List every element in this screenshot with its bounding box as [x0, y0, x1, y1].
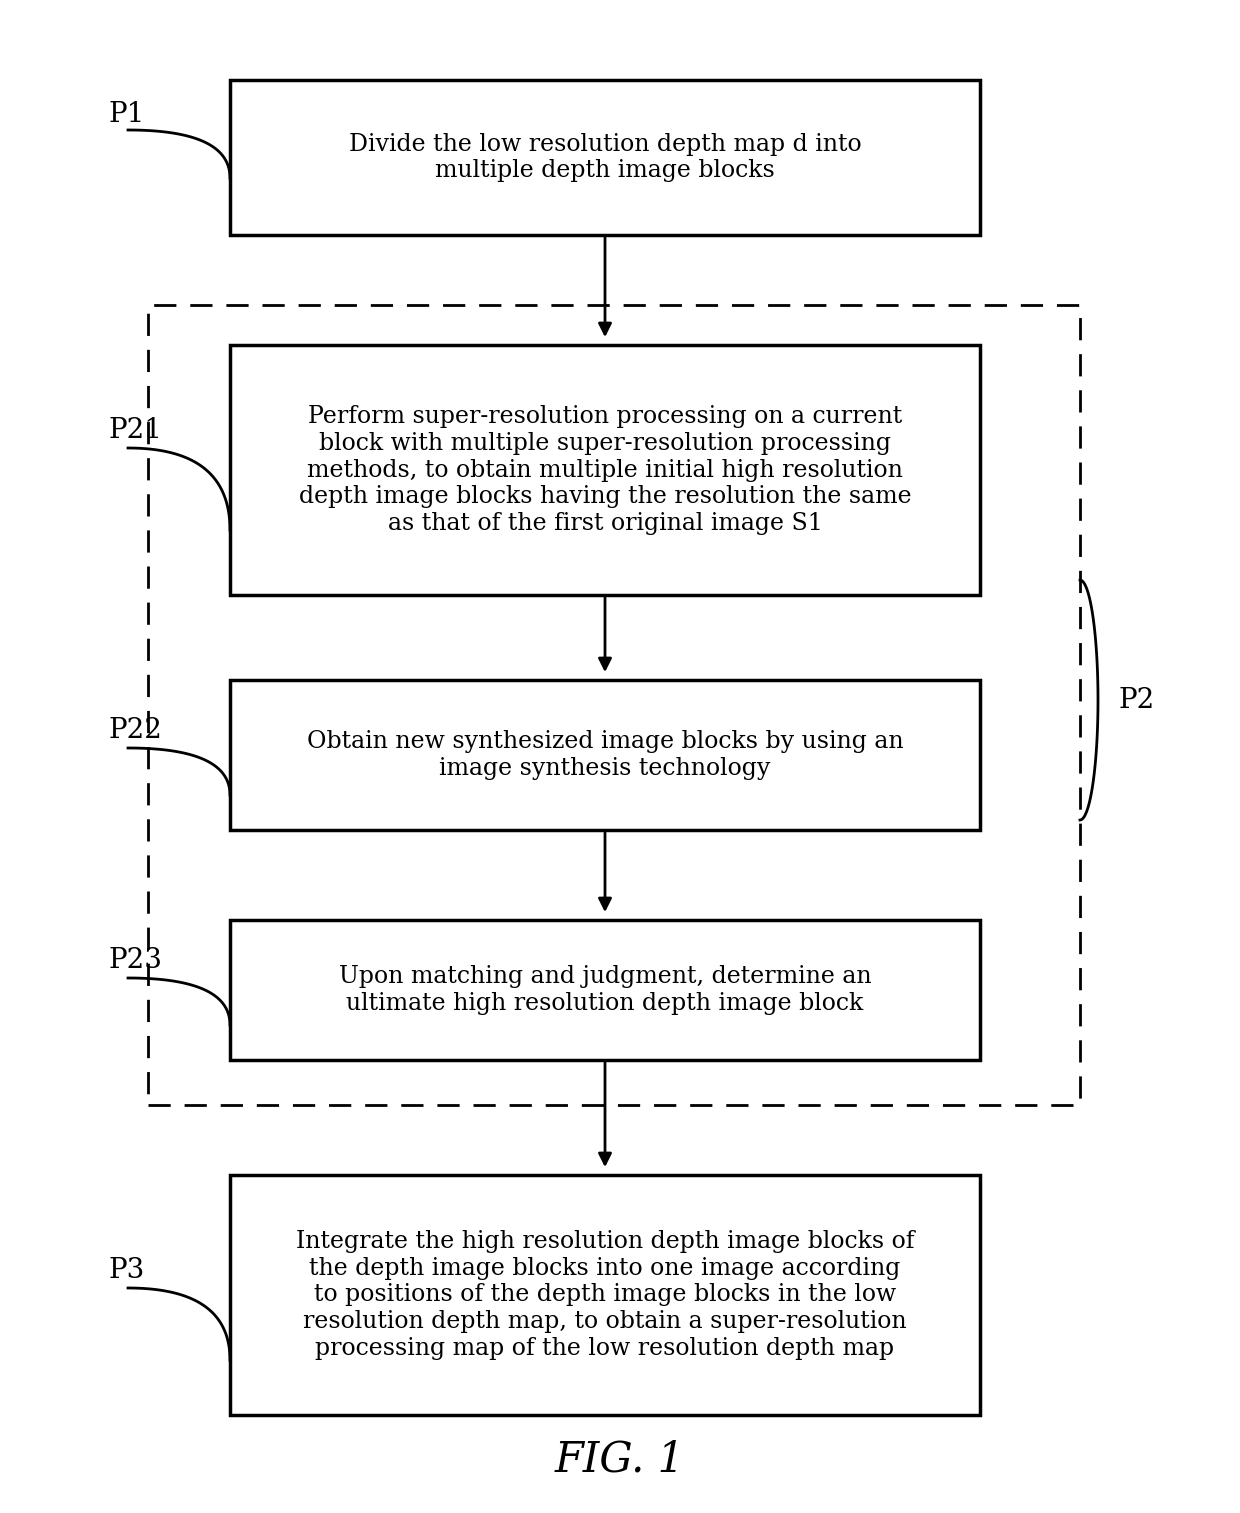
- Text: P1: P1: [108, 101, 144, 129]
- Bar: [148, 306, 1080, 1104]
- Text: P23: P23: [108, 947, 162, 973]
- Text: P22: P22: [108, 717, 162, 743]
- Bar: [229, 80, 980, 235]
- Text: Upon matching and judgment, determine an
ultimate high resolution depth image bl: Upon matching and judgment, determine an…: [339, 965, 872, 1015]
- Bar: [229, 679, 980, 831]
- Text: P2: P2: [1118, 687, 1154, 714]
- Bar: [229, 1176, 980, 1415]
- Text: P3: P3: [108, 1256, 144, 1283]
- Bar: [229, 920, 980, 1061]
- Text: P21: P21: [108, 416, 162, 443]
- Text: Perform super-resolution processing on a current
block with multiple super-resol: Perform super-resolution processing on a…: [299, 405, 911, 534]
- Text: Divide the low resolution depth map d into
multiple depth image blocks: Divide the low resolution depth map d in…: [348, 133, 862, 182]
- Text: FIG. 1: FIG. 1: [556, 1439, 684, 1481]
- Text: Integrate the high resolution depth image blocks of
the depth image blocks into : Integrate the high resolution depth imag…: [296, 1230, 914, 1360]
- Text: Obtain new synthesized image blocks by using an
image synthesis technology: Obtain new synthesized image blocks by u…: [306, 731, 903, 779]
- Bar: [229, 345, 980, 595]
